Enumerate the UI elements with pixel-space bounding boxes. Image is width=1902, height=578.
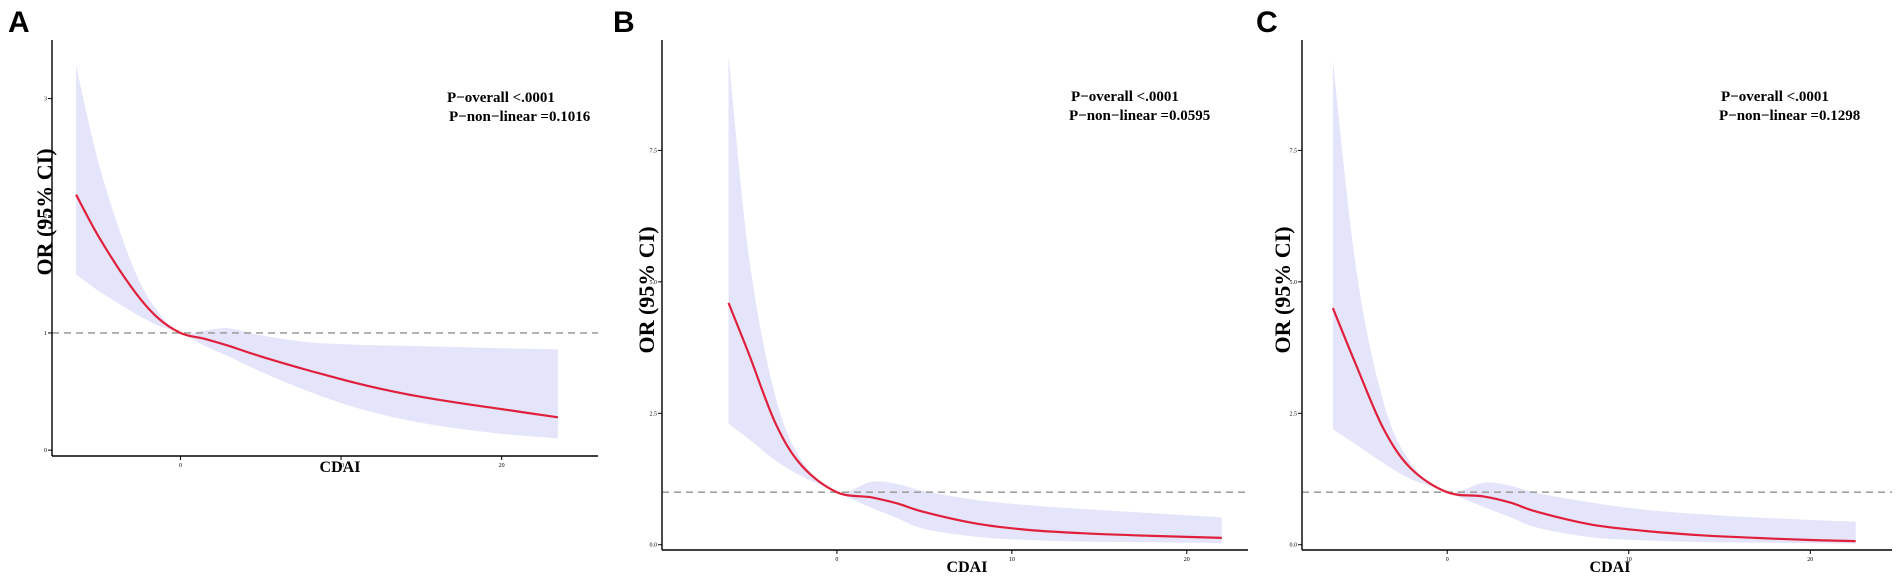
p-overall-b: P−overall <.0001 bbox=[1071, 89, 1179, 105]
y-tick-label-b-1: 2.5 bbox=[650, 411, 658, 417]
x-tick-label-b-0: 0 bbox=[835, 557, 838, 563]
or-curve-a bbox=[75, 194, 559, 419]
p-overall-c: P−overall <.0001 bbox=[1721, 89, 1829, 105]
x-tick-label-a-0: 0 bbox=[179, 463, 182, 469]
x-tick-label-c-2: 20 bbox=[1807, 557, 1813, 563]
y-tick-label-b-3: 7.5 bbox=[650, 148, 658, 154]
panel-b: B 0 10 20 0.0 2.5 5.0 7.5 OR (95% CI) CDAI P−o… bbox=[613, 6, 1248, 576]
x-tick-label-c-0: 0 bbox=[1446, 557, 1449, 563]
y-tick-label-c-1: 2.5 bbox=[1290, 411, 1298, 417]
y-axis-title-c: OR (95% CI) bbox=[1270, 226, 1295, 353]
panel-letter-b: B bbox=[613, 6, 635, 39]
x-tick-label-b-2: 20 bbox=[1184, 557, 1190, 563]
ticks-b: 0 10 20 0.0 2.5 5.0 7.5 bbox=[650, 148, 1190, 563]
y-tick-label-a-2: 2 bbox=[44, 214, 47, 220]
x-axis-title-a: CDAI bbox=[320, 459, 361, 476]
or-curve-c bbox=[1331, 307, 1856, 543]
x-tick-label-b-1: 10 bbox=[1009, 557, 1015, 563]
x-tick-label-a-1: 10 bbox=[338, 463, 344, 469]
y-tick-label-c-0: 0.0 bbox=[1290, 543, 1298, 549]
panel-a: A 0 10 20 0 1 2 3 OR (95% CI) CDAI P−overall <… bbox=[8, 6, 598, 476]
confidence-band-b bbox=[728, 55, 1222, 544]
p-nonlinear-a: P−non−linear =0.1016 bbox=[449, 109, 591, 125]
ticks-c: 0 10 20 0.0 2.5 5.0 7.5 bbox=[1290, 148, 1814, 563]
y-tick-label-b-0: 0.0 bbox=[650, 543, 658, 549]
y-tick-label-a-0: 0 bbox=[44, 448, 47, 454]
y-tick-label-c-2: 5.0 bbox=[1290, 280, 1298, 286]
y-axis-title-b: OR (95% CI) bbox=[634, 226, 659, 353]
x-tick-label-a-2: 20 bbox=[499, 463, 505, 469]
y-axis-title-a: OR (95% CI) bbox=[32, 148, 57, 275]
x-axis-title-b: CDAI bbox=[947, 559, 988, 576]
p-nonlinear-b: P−non−linear =0.0595 bbox=[1069, 108, 1210, 124]
p-nonlinear-c: P−non−linear =0.1298 bbox=[1719, 108, 1860, 124]
panel-c: C 0 10 20 0.0 2.5 5.0 7.5 OR (95% CI) CDAI P−o… bbox=[1256, 6, 1892, 576]
or-curve-b bbox=[727, 302, 1222, 539]
y-tick-label-b-2: 5.0 bbox=[650, 280, 658, 286]
panel-letter-a: A bbox=[8, 6, 30, 39]
x-axis-title-c: CDAI bbox=[1590, 559, 1631, 576]
y-tick-label-a-3: 3 bbox=[44, 97, 47, 103]
p-overall-a: P−overall <.0001 bbox=[447, 90, 555, 106]
ticks-a: 0 10 20 0 1 2 3 bbox=[44, 97, 505, 469]
x-tick-label-c-1: 10 bbox=[1626, 557, 1632, 563]
y-tick-label-c-3: 7.5 bbox=[1290, 148, 1298, 154]
y-tick-label-a-1: 1 bbox=[44, 331, 47, 337]
confidence-band-a bbox=[76, 65, 558, 439]
panel-letter-c: C bbox=[1256, 6, 1278, 39]
confidence-band-c bbox=[1332, 61, 1856, 544]
